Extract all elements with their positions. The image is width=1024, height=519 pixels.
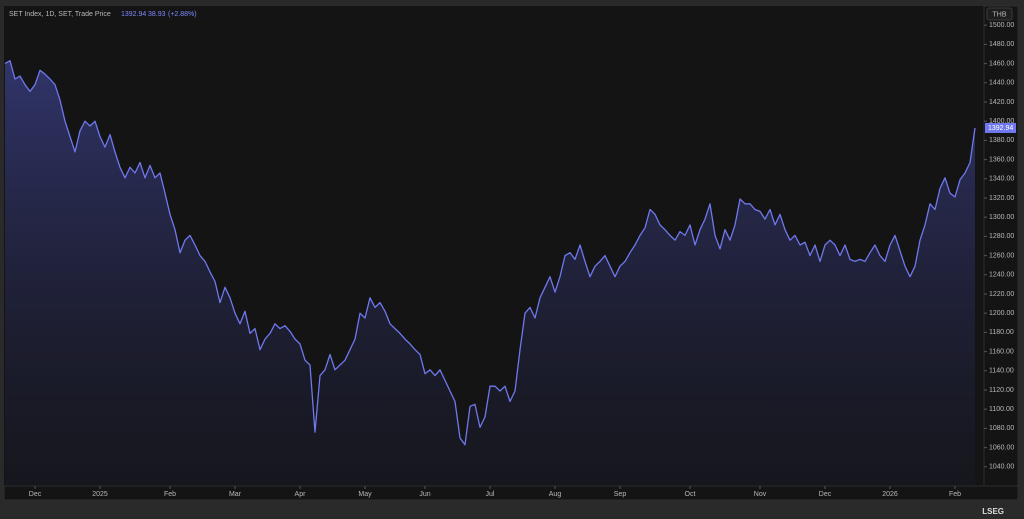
x-tick-label: Mar (229, 491, 242, 498)
x-tick-label: Feb (949, 491, 961, 498)
x-tick-label: May (358, 491, 372, 498)
y-tick-label: 1120.00 (989, 387, 1014, 394)
last-price-label: 1392.94 (988, 125, 1013, 132)
y-tick-label: 1240.00 (989, 272, 1014, 279)
x-tick-label: Dec (29, 491, 42, 498)
y-tick-label: 1320.00 (989, 195, 1014, 202)
y-tick-label: 1480.00 (989, 41, 1014, 48)
y-tick-label: 1440.00 (989, 80, 1014, 87)
y-tick-label: 1260.00 (989, 252, 1014, 259)
x-axis-panel (3, 485, 1019, 501)
currency-box[interactable] (986, 7, 1013, 21)
y-tick-label: 1280.00 (989, 233, 1014, 240)
y-tick-label: 1340.00 (989, 176, 1014, 183)
change: 38.93 (148, 11, 166, 18)
y-tick-label: 1140.00 (989, 368, 1014, 375)
y-tick-label: 1500.00 (989, 22, 1014, 29)
x-tick-label: Sep (614, 491, 627, 498)
x-tick-label: Nov (754, 491, 767, 498)
currency[interactable]: THB (993, 11, 1007, 18)
y-tick-label: 1060.00 (989, 444, 1014, 451)
y-tick-label: 1180.00 (989, 329, 1014, 336)
y-tick-label: 1300.00 (989, 214, 1014, 221)
y-tick-label: 1420.00 (989, 99, 1014, 106)
change-pct: (+2.88%) (168, 11, 197, 18)
y-tick-label: 1460.00 (989, 60, 1014, 67)
x-tick-label: Jun (419, 491, 430, 498)
x-tick-label: Jul (486, 491, 495, 498)
x-tick-label: Oct (685, 491, 696, 498)
price-line (4, 60, 976, 446)
legend-title: SET Index, 1D, SET, Trade Price (9, 11, 111, 18)
last-price: 1392.94 (121, 11, 146, 18)
y-axis-panel (983, 5, 1019, 487)
x-tick-label: Apr (295, 491, 307, 498)
x-tick-label: Feb (164, 491, 176, 498)
y-tick-label: 1360.00 (989, 156, 1014, 163)
x-tick-label: Dec (819, 491, 832, 498)
y-tick-label: 1040.00 (989, 464, 1014, 471)
plot (4, 60, 976, 486)
y-tick-label: 1400.00 (989, 118, 1014, 125)
y-tick-label: 1080.00 (989, 425, 1014, 432)
y-tick-label: 1220.00 (989, 291, 1014, 298)
y-tick-label: 1380.00 (989, 137, 1014, 144)
brand-logo: LSEG (982, 507, 1004, 516)
x-tick-label: 2025 (92, 491, 108, 498)
x-tick-label: Aug (549, 491, 562, 498)
y-tick-label: 1200.00 (989, 310, 1014, 317)
y-tick-label: 1100.00 (989, 406, 1014, 413)
y-tick-label: 1160.00 (989, 348, 1014, 355)
last-price-marker (985, 122, 1016, 133)
x-tick-label: 2026 (882, 491, 898, 498)
area-fill (5, 60, 975, 486)
